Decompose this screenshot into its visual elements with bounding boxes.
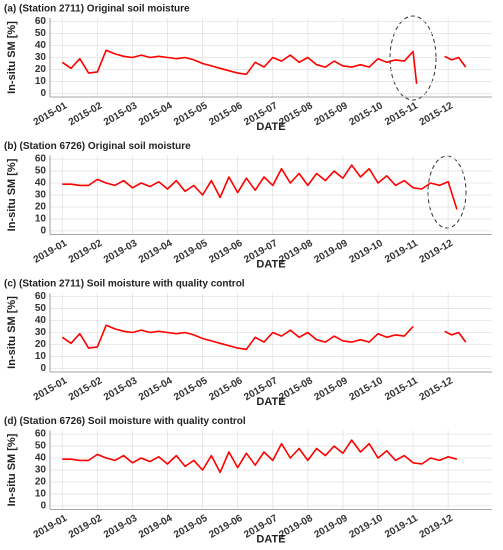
y-tick-label: 10 <box>35 351 47 362</box>
y-tick-label: 60 <box>35 429 47 440</box>
x-axis-label: DATE <box>256 396 285 408</box>
y-tick-label: 0 <box>40 88 46 99</box>
x-tick-label: 2015-02 <box>67 100 105 128</box>
x-tick-label: 2019-11 <box>383 513 420 541</box>
y-tick-label: 10 <box>35 489 47 500</box>
x-tick-label: 2019-05 <box>172 238 210 266</box>
chart-title: (b) (Station 6726) Original soil moistur… <box>4 141 191 152</box>
y-tick-label: 20 <box>35 477 47 488</box>
x-tick-label: 2015-06 <box>207 375 245 403</box>
x-tick-label: 2015-04 <box>137 100 175 128</box>
x-tick-label: 2015-10 <box>348 100 386 128</box>
x-tick-label: 2015-11 <box>383 100 420 128</box>
x-tick-label: 2019-01 <box>32 238 70 266</box>
y-tick-label: 50 <box>35 441 47 452</box>
chart-title: (a) (Station 2711) Original soil moistur… <box>4 4 190 15</box>
x-tick-label: 2015-03 <box>102 375 140 403</box>
y-tick-label: 60 <box>35 154 47 165</box>
x-tick-label: 2015-04 <box>137 375 175 403</box>
y-tick-label: 30 <box>35 52 47 63</box>
x-tick-label: 2015-03 <box>102 100 140 128</box>
data-line <box>444 55 467 68</box>
y-tick-label: 20 <box>35 339 47 350</box>
y-tick-label: 30 <box>35 465 47 476</box>
x-tick-label: 2019-03 <box>102 513 140 541</box>
x-tick-label: 2019-02 <box>67 513 105 541</box>
y-tick-label: 0 <box>40 226 46 237</box>
x-tick-label: 2015-01 <box>32 100 70 128</box>
y-tick-label: 30 <box>35 327 47 338</box>
x-tick-label: 2019-03 <box>102 238 140 266</box>
y-tick-label: 60 <box>35 291 47 302</box>
y-axis-label: In-situ SM [%] <box>6 158 18 231</box>
chart-title: (c) (Station 2711) Soil moisture with qu… <box>4 279 245 290</box>
y-tick-label: 0 <box>40 501 46 512</box>
x-tick-label: 2015-05 <box>172 375 210 403</box>
y-tick-label: 20 <box>35 64 47 75</box>
y-axis-label: In-situ SM [%] <box>6 296 18 369</box>
x-axis-label: DATE <box>256 121 285 133</box>
y-tick-label: 10 <box>35 214 47 225</box>
y-tick-label: 0 <box>40 363 46 374</box>
x-tick-label: 2019-09 <box>312 238 350 266</box>
x-tick-label: 2015-05 <box>172 100 210 128</box>
x-tick-label: 2019-01 <box>32 513 70 541</box>
y-axis-label: In-situ SM [%] <box>6 433 18 506</box>
y-tick-label: 50 <box>35 166 47 177</box>
x-tick-label: 2019-10 <box>348 513 386 541</box>
y-tick-label: 40 <box>35 178 47 189</box>
x-axis-label: DATE <box>256 533 285 545</box>
annotation-ellipse <box>389 15 437 101</box>
data-line <box>62 439 458 474</box>
x-tick-label: 2019-12 <box>418 513 456 541</box>
x-tick-label: 2019-04 <box>137 238 175 266</box>
x-tick-label: 2019-09 <box>312 513 350 541</box>
x-tick-label: 2019-12 <box>418 238 456 266</box>
x-tick-label: 2015-12 <box>418 375 456 403</box>
x-tick-label: 2015-02 <box>67 375 105 403</box>
x-tick-label: 2015-01 <box>32 375 70 403</box>
x-tick-label: 2015-09 <box>312 375 350 403</box>
x-tick-label: 2015-10 <box>348 375 386 403</box>
data-line <box>62 164 458 210</box>
x-tick-label: 2015-11 <box>383 375 420 403</box>
x-tick-label: 2019-11 <box>383 238 420 266</box>
x-tick-label: 2019-04 <box>137 513 175 541</box>
data-line <box>61 49 418 84</box>
x-tick-label: 2019-06 <box>207 238 245 266</box>
y-tick-label: 20 <box>35 202 47 213</box>
x-tick-label: 2015-09 <box>312 100 350 128</box>
y-tick-label: 30 <box>35 190 47 201</box>
y-tick-label: 50 <box>35 28 47 39</box>
x-axis-label: DATE <box>256 258 285 270</box>
y-axis-label: In-situ SM [%] <box>6 21 18 94</box>
x-tick-label: 2019-06 <box>207 513 245 541</box>
annotation-ellipse <box>427 155 467 229</box>
y-tick-label: 60 <box>35 16 47 27</box>
y-tick-label: 40 <box>35 453 47 464</box>
x-tick-label: 2015-06 <box>207 100 245 128</box>
y-tick-label: 10 <box>35 76 47 87</box>
data-line <box>61 324 414 351</box>
y-tick-label: 50 <box>35 303 47 314</box>
x-tick-label: 2019-10 <box>348 238 386 266</box>
y-tick-label: 40 <box>35 40 47 51</box>
data-line <box>444 330 467 343</box>
x-tick-label: 2019-05 <box>172 513 210 541</box>
y-tick-label: 40 <box>35 315 47 326</box>
chart-title: (d) (Station 6726) Soil moisture with qu… <box>4 416 246 427</box>
x-tick-label: 2015-12 <box>418 100 456 128</box>
x-tick-label: 2019-02 <box>67 238 105 266</box>
